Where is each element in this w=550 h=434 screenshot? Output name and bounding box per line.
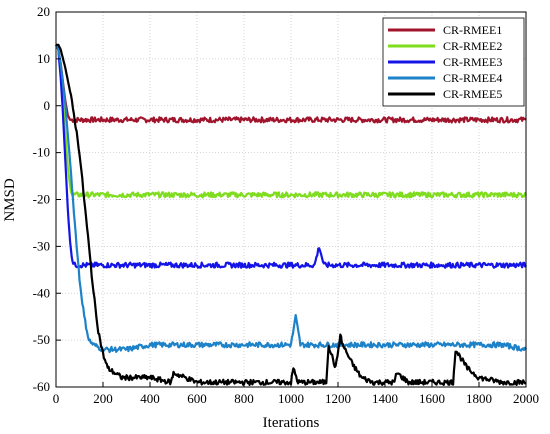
x-tick-label: 2000 <box>513 391 539 406</box>
y-tick-label: 20 <box>37 4 50 19</box>
legend-label-2: CR-RMEE2 <box>443 39 502 53</box>
series-line-5 <box>55 43 527 386</box>
x-tick-label: 1400 <box>372 391 398 406</box>
series-line-2 <box>55 44 527 199</box>
series-line-1 <box>55 44 527 124</box>
legend-label-4: CR-RMEE4 <box>443 71 502 85</box>
x-tick-label: 1600 <box>419 391 445 406</box>
x-tick-label: 1800 <box>466 391 492 406</box>
ticks: 0 200 400 600 800 1000 1200 1400 1600 1800 2000 20 1… <box>33 4 539 406</box>
y-tick-label: 10 <box>37 51 50 66</box>
series-line-4 <box>55 44 527 354</box>
y-tick-label: 0 <box>44 98 51 113</box>
series-lines <box>55 43 527 386</box>
y-axis-title: NMSD <box>2 178 18 222</box>
grid <box>56 12 526 387</box>
y-tick-label: -60 <box>33 379 50 394</box>
y-tick-label: -20 <box>33 192 50 207</box>
x-tick-label: 400 <box>140 391 160 406</box>
legend-label-3: CR-RMEE3 <box>443 55 502 69</box>
x-axis-title: Iterations <box>263 415 320 431</box>
x-tick-label: 200 <box>93 391 113 406</box>
series-line-3 <box>55 44 527 269</box>
x-tick-label: 1000 <box>278 391 304 406</box>
x-tick-label: 1200 <box>325 391 351 406</box>
legend-label-1: CR-RMEE1 <box>443 23 502 37</box>
x-tick-label: 600 <box>187 391 207 406</box>
legend: CR-RMEE1 CR-RMEE2 CR-RMEE3 CR-RMEE4 CR-RMEE5 <box>382 17 525 107</box>
legend-label-5: CR-RMEE5 <box>443 87 502 101</box>
y-tick-label: -30 <box>33 238 50 253</box>
y-tick-label: -50 <box>33 332 50 347</box>
x-tick-label: 0 <box>53 391 60 406</box>
y-tick-label: -40 <box>33 285 50 300</box>
x-tick-label: 800 <box>234 391 254 406</box>
y-tick-label: -10 <box>33 145 50 160</box>
